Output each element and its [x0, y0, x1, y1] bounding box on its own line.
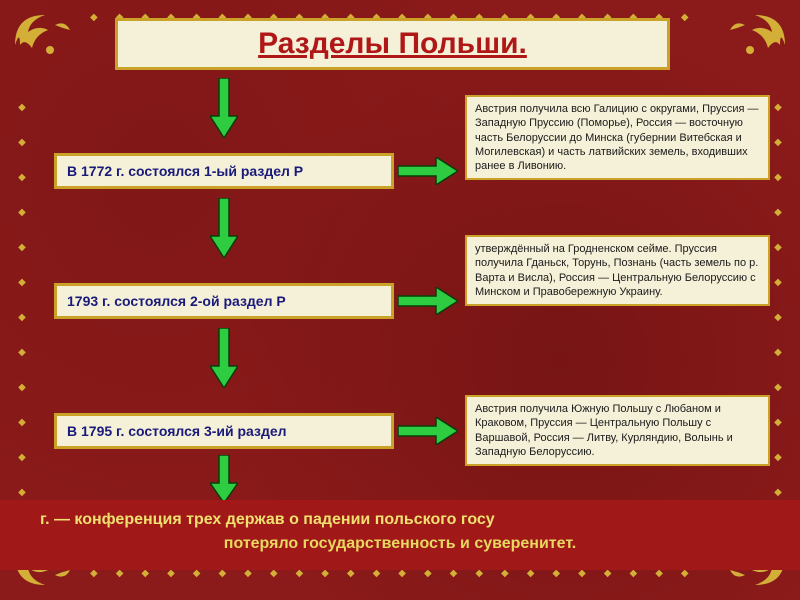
event-box-1: В 1772 г. состоялся 1-ый раздел Р [54, 153, 394, 189]
event-box-3: В 1795 г. состоялся 3-ий раздел [54, 413, 394, 449]
arrow-right-3 [398, 417, 453, 445]
title-text: Разделы Польши. [258, 27, 527, 61]
band-line1: г. — конференция трех держав о падении п… [40, 508, 760, 532]
ornament-border-right: ◆◆◆◆◆◆◆◆◆◆◆◆ [768, 90, 788, 510]
event-text-1: В 1772 г. состоялся 1-ый раздел Р [67, 163, 303, 179]
ornament-border-left: ◆◆◆◆◆◆◆◆◆◆◆◆ [12, 90, 32, 510]
ornament-border-bottom: ◆◆◆◆◆◆◆◆◆◆◆◆◆◆◆◆◆◆◆◆◆◆◆◆ [90, 568, 710, 588]
event-text-2: 1793 г. состоялся 2-ой раздел Р [67, 293, 286, 309]
arrow-right-2 [398, 287, 453, 315]
description-text-2: утверждённый на Гродненском сейме. Прусс… [475, 243, 758, 298]
description-box-3: Австрия получила Южную Польшу с Любаном … [465, 395, 770, 466]
arrow-down-3 [210, 328, 238, 383]
event-box-2: 1793 г. состоялся 2-ой раздел Р [54, 283, 394, 319]
description-box-2: утверждённый на Гродненском сейме. Прусс… [465, 235, 770, 306]
description-text-1: Австрия получила всю Галицию с округами,… [475, 103, 759, 172]
arrow-down-2 [210, 198, 238, 253]
arrow-down-1 [210, 78, 238, 133]
description-box-1: Австрия получила всю Галицию с округами,… [465, 95, 770, 180]
conclusion-band: г. — конференция трех держав о падении п… [0, 500, 800, 570]
title-box: Разделы Польши. [115, 18, 670, 70]
description-text-3: Австрия получила Южную Польшу с Любаном … [475, 403, 733, 458]
ornament-corner-tl [5, 5, 85, 85]
band-line2: потеряло государственность и суверенитет… [40, 532, 760, 556]
event-text-3: В 1795 г. состоялся 3-ий раздел [67, 423, 287, 439]
ornament-corner-tr [715, 5, 795, 85]
arrow-right-1 [398, 157, 453, 185]
